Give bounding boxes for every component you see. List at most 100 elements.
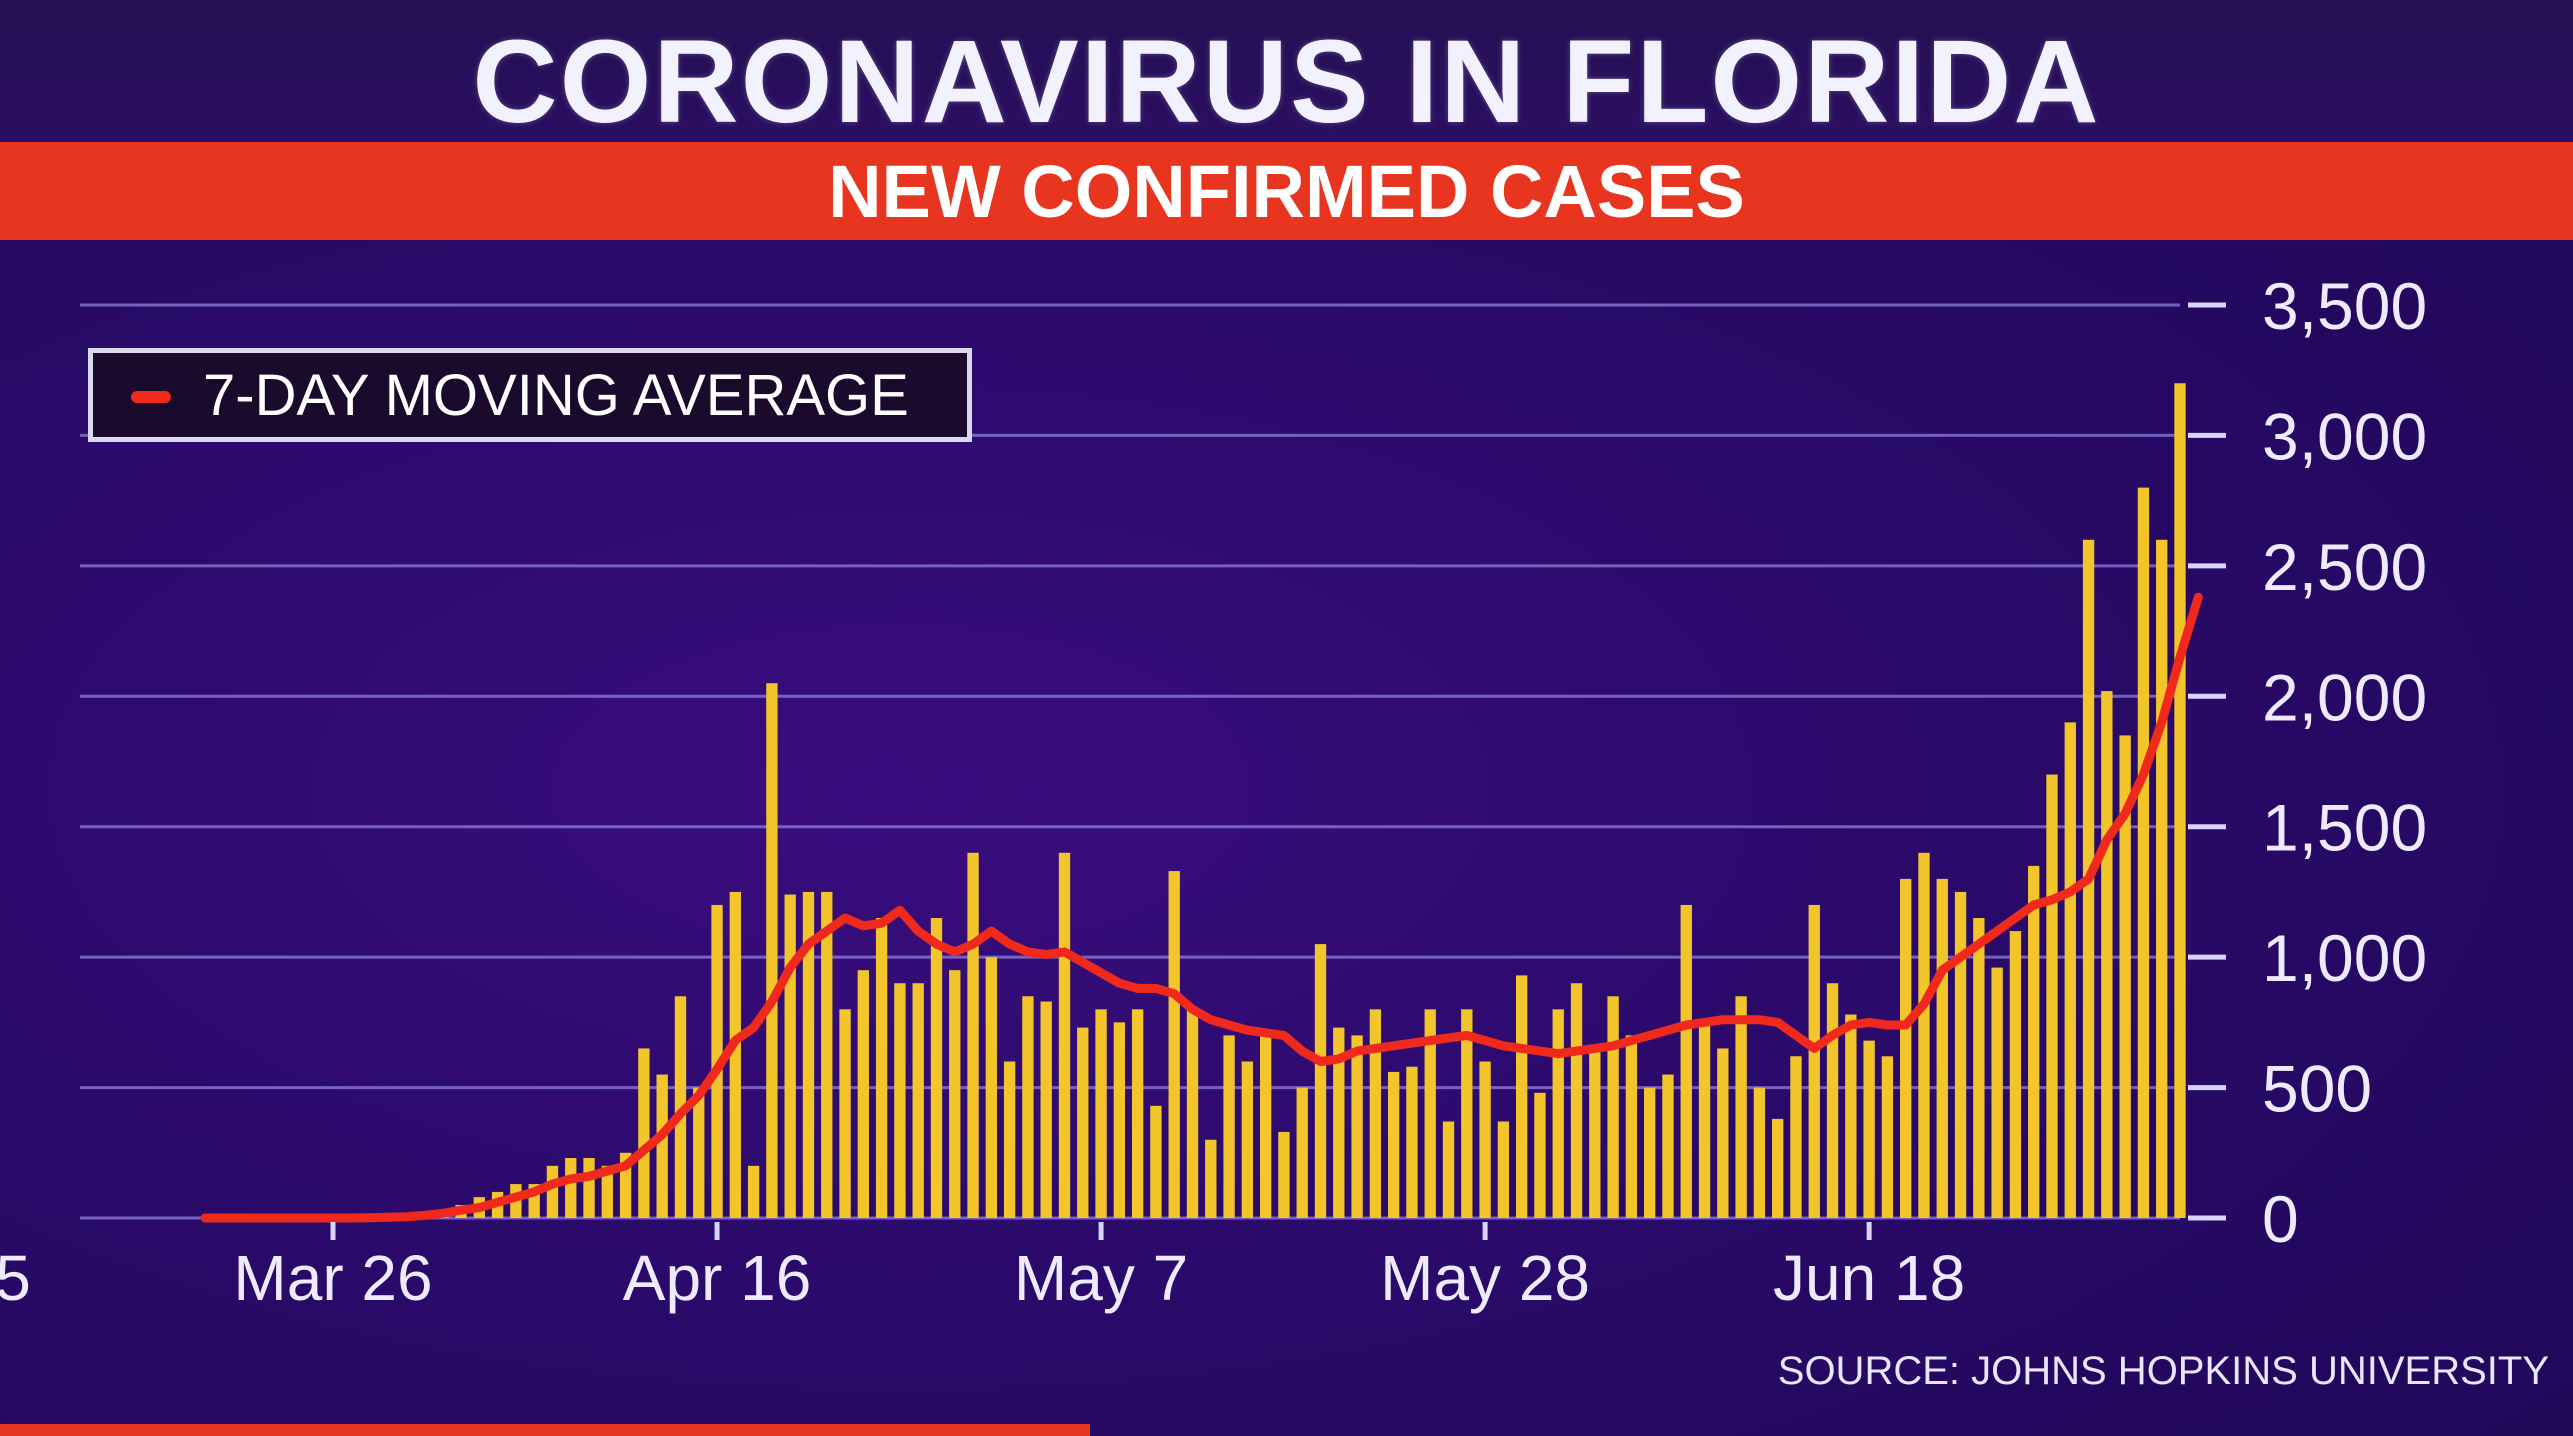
bar [1241, 1061, 1254, 1218]
bar [1259, 1035, 1272, 1218]
legend-swatch [131, 391, 171, 403]
bar [1717, 1048, 1729, 1218]
y-tick-label-3000: 3,000 [2262, 399, 2427, 473]
bar [1680, 904, 1692, 1218]
bar [1918, 852, 1930, 1218]
bar [1534, 1092, 1546, 1218]
bar [1095, 1009, 1107, 1218]
bar [1131, 1009, 1144, 1218]
y-tick-label-1000: 1,000 [2262, 921, 2427, 995]
legend-label: 7-DAY MOVING AVERAGE [203, 363, 909, 428]
bar [1772, 1118, 1784, 1218]
x-tick-label: Mar 5 [0, 1242, 31, 1314]
bar [1826, 983, 1839, 1218]
chart-subtitle: NEW CONFIRMED CASES [828, 150, 1745, 233]
bar [638, 1048, 650, 1218]
bar [1570, 983, 1583, 1218]
moving-average-line [200, 592, 2203, 1223]
bar [1808, 904, 1820, 1218]
bar [875, 918, 888, 1218]
bar [839, 1009, 851, 1218]
y-tick-label-500: 500 [2262, 1052, 2372, 1126]
bar [1936, 878, 1948, 1218]
bar [967, 852, 979, 1218]
bar [1351, 1035, 1363, 1218]
bar [674, 996, 687, 1218]
bar [2101, 691, 2113, 1218]
bar [821, 891, 833, 1218]
bar [656, 1074, 668, 1218]
bar [1881, 1056, 1894, 1218]
bar [1662, 1074, 1674, 1218]
bar [1205, 1139, 1217, 1218]
bar [2174, 383, 2186, 1218]
x-tick-label: May 7 [1014, 1242, 1188, 1314]
bar [2119, 735, 2131, 1218]
bar [2064, 722, 2076, 1218]
bar [1625, 1035, 1638, 1218]
bar [2156, 539, 2168, 1218]
y-tick-label-2000: 2,000 [2262, 660, 2427, 734]
bar [1003, 1061, 1016, 1218]
bar [1461, 1009, 1473, 1218]
bottom-accent-strip [0, 1424, 1090, 1436]
bar [1058, 852, 1071, 1218]
bar [583, 1158, 595, 1218]
bar [1369, 1009, 1382, 1218]
bar [1589, 1048, 1601, 1218]
x-tick-label: Apr 16 [623, 1242, 812, 1314]
bar [1424, 1009, 1436, 1218]
subtitle-band [0, 142, 2573, 240]
bar [857, 970, 870, 1218]
x-tick-label: Jun 18 [1773, 1242, 1965, 1314]
y-tick-label-2500: 2,500 [2262, 530, 2427, 604]
title-band [0, 0, 2573, 142]
x-axis: Mar 5 Mar 26 Apr 16 May 7 May 28 Jun 18 [0, 1222, 1965, 1314]
bar [1113, 1022, 1126, 1218]
bar [1515, 975, 1528, 1218]
bar [619, 1152, 632, 1218]
bar [565, 1158, 577, 1218]
bar [1552, 1009, 1564, 1218]
moving-average-series [200, 592, 2203, 1223]
bar [1223, 1035, 1235, 1218]
bar [1333, 1027, 1345, 1218]
bar [2028, 865, 2040, 1218]
bar [1442, 1121, 1455, 1218]
bar [784, 894, 796, 1218]
bar [693, 1087, 705, 1218]
bar [1150, 1105, 1162, 1218]
y-tick-label-1500: 1,500 [2262, 791, 2427, 865]
bar [1040, 1001, 1052, 1218]
bar [1186, 1009, 1199, 1218]
bar [1790, 1056, 1802, 1218]
bar [2137, 487, 2150, 1219]
bar [1296, 1087, 1308, 1218]
bar [747, 1165, 760, 1218]
bar [802, 891, 815, 1218]
x-tick-label: May 28 [1380, 1242, 1590, 1314]
bar [949, 970, 961, 1218]
bar [1077, 1027, 1089, 1218]
bar [1607, 996, 1619, 1218]
bar [1497, 1121, 1510, 1218]
bar [1698, 1022, 1711, 1218]
bar [985, 957, 998, 1218]
bar [1406, 1066, 1418, 1218]
bar [1900, 878, 1912, 1218]
chart-title: CORONAVIRUS IN FLORIDA [472, 16, 2101, 148]
source-note: SOURCE: JOHNS HOPKINS UNIVERSITY [1777, 1349, 2549, 1393]
bar [729, 891, 741, 1218]
bar [1863, 1040, 1875, 1218]
bar [1991, 967, 2003, 1218]
legend: 7-DAY MOVING AVERAGE [88, 348, 972, 442]
bar [1753, 1087, 1766, 1218]
bar [2009, 931, 2022, 1218]
bar [766, 683, 778, 1218]
bar [1387, 1071, 1400, 1218]
bar [1845, 1014, 1857, 1218]
bar [1168, 871, 1180, 1218]
bar [546, 1165, 559, 1218]
bar [1022, 996, 1034, 1218]
